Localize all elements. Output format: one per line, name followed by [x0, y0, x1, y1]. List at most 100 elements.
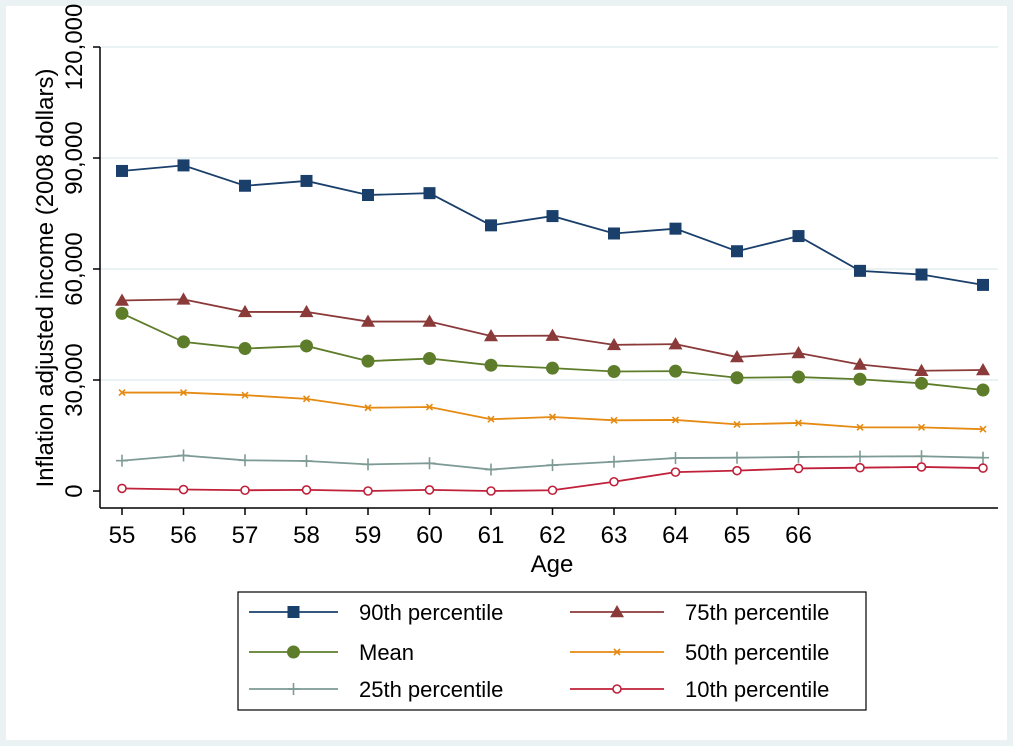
x-marker-stroke: [548, 413, 557, 421]
y-tick-label: 60,000: [61, 232, 88, 305]
plus-marker: [287, 683, 300, 695]
legend-item: 75th percentile: [570, 600, 829, 625]
hollow-circle-marker: [609, 476, 619, 487]
square-marker: [854, 264, 866, 277]
legend-item: 10th percentile: [570, 677, 829, 702]
plus-marker: [731, 451, 743, 464]
legend-label: 75th percentile: [685, 600, 829, 625]
series-50th-percentile: [118, 389, 987, 433]
series-75th-percentile: [115, 292, 990, 376]
triangle-marker: [668, 337, 683, 350]
axes: 0 30,000 60,000 90,000 120,000 55 56 57 58 59 60 61…: [32, 4, 998, 578]
circle-marker: [238, 342, 252, 356]
circle-marker: [115, 306, 129, 320]
circle-marker: [287, 645, 300, 659]
square-marker: [485, 219, 497, 232]
plus-marker: [423, 457, 436, 470]
hollow-circle-marker: [424, 485, 435, 495]
triangle-marker: [791, 345, 806, 359]
plus-marker: [854, 450, 866, 463]
series-mean: [115, 306, 990, 397]
square-marker: [608, 227, 620, 240]
x-marker: [671, 416, 680, 424]
square-marker: [239, 179, 251, 192]
triangle-marker: [299, 304, 314, 318]
x-marker-stroke: [364, 404, 372, 412]
x-tick-label: 55: [109, 522, 136, 549]
circle-marker: [915, 376, 928, 390]
y-tick-label: 30,000: [61, 343, 88, 416]
x-tick-label: 58: [293, 522, 320, 549]
square-marker: [669, 222, 682, 235]
x-tick-label: 65: [724, 522, 751, 549]
x-marker: [302, 395, 311, 403]
plus-marker: [977, 451, 989, 464]
hollow-circle-marker: [916, 462, 927, 472]
hollow-circle-marker: [240, 485, 250, 496]
x-marker-stroke: [241, 391, 249, 399]
plus-marker: [792, 450, 805, 463]
x-marker-stroke: [671, 416, 680, 424]
plus-marker: [300, 455, 313, 468]
circle-marker: [607, 364, 621, 378]
triangle-marker: [484, 328, 498, 342]
plus-marker: [177, 449, 190, 462]
x-tick-label: 56: [170, 522, 197, 549]
circle-marker: [546, 361, 559, 375]
legend: 90th percentile 75th percentile Mean 50th p…: [237, 591, 867, 711]
x-marker-stroke: [979, 425, 987, 433]
x-marker-stroke: [179, 389, 188, 397]
triangle-marker: [176, 292, 191, 305]
square-marker: [546, 210, 559, 223]
square-marker: [116, 164, 128, 177]
circle-marker: [976, 383, 990, 397]
x-marker-stroke: [856, 423, 864, 431]
hollow-circle-marker: [793, 463, 804, 474]
circle-marker: [300, 339, 313, 353]
plus-marker: [669, 452, 682, 465]
x-marker-stroke: [118, 389, 126, 397]
hollow-circle-marker: [363, 486, 373, 496]
triangle-marker: [914, 363, 929, 376]
x-marker-stroke: [917, 423, 926, 431]
triangle-marker: [361, 314, 375, 327]
x-marker: [733, 420, 741, 428]
x-marker-stroke: [613, 648, 621, 656]
series-group: [115, 159, 990, 496]
x-tick-label: 57: [232, 522, 259, 549]
square-marker: [423, 187, 436, 200]
square-marker: [300, 174, 313, 187]
triangle-marker: [422, 314, 437, 327]
hollow-circle-marker: [486, 486, 496, 496]
legend-label: 50th percentile: [685, 640, 829, 665]
square-marker: [362, 189, 374, 201]
x-marker: [917, 423, 926, 431]
hollow-circle-marker: [670, 467, 681, 477]
square-marker: [792, 230, 805, 243]
series-25th-percentile: [116, 449, 989, 476]
legend-item: 90th percentile: [249, 600, 503, 625]
square-marker: [287, 606, 300, 618]
hollow-circle-marker: [612, 684, 622, 694]
gridlines: [100, 46, 998, 381]
circle-marker: [792, 370, 805, 384]
square-marker: [915, 268, 928, 281]
plus-marker: [485, 463, 497, 476]
hollow-circle-marker: [978, 463, 988, 473]
x-marker-stroke: [302, 395, 311, 403]
hollow-circle-marker: [855, 462, 865, 473]
circle-marker: [669, 364, 682, 378]
triangle-marker: [115, 293, 129, 306]
y-axis-title: Inflation adjusted income (2008 dollars): [32, 69, 59, 488]
triangle-marker: [610, 605, 624, 618]
triangle-marker: [238, 304, 252, 318]
hollow-circle-marker: [732, 465, 742, 476]
x-marker-stroke: [487, 415, 495, 423]
x-marker: [425, 403, 434, 411]
hollow-circle-marker: [547, 485, 558, 496]
x-marker: [613, 648, 621, 656]
x-marker: [610, 416, 618, 424]
legend-item: 25th percentile: [249, 677, 503, 702]
x-marker: [241, 391, 249, 399]
